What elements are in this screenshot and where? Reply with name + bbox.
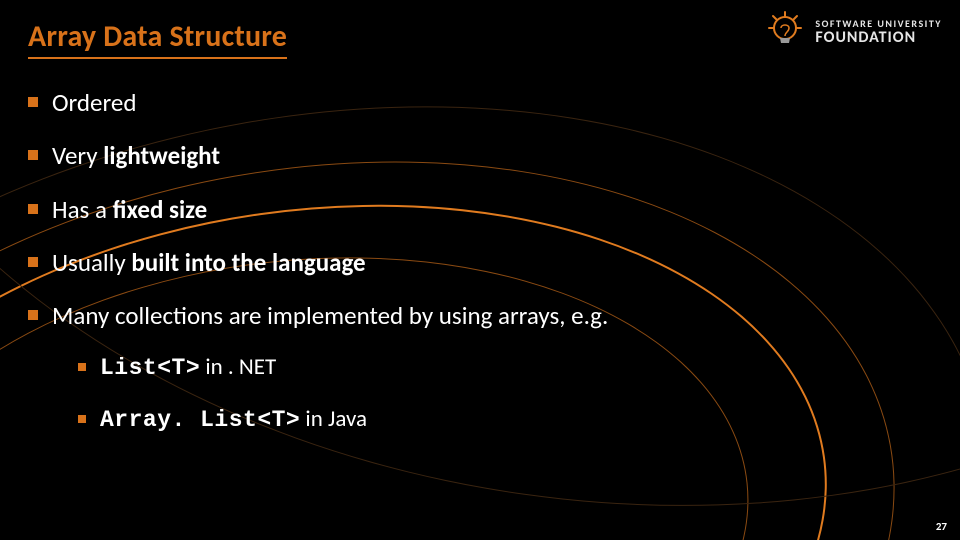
lightbulb-icon [763,10,807,54]
sub-bullet-item: Array. List<T> in Java [52,405,932,435]
code-run: List<T> [100,355,200,381]
page-number: 27 [933,519,950,534]
text-run: in . NET [200,353,276,381]
bold-run: lightweight [103,140,220,171]
text-run: Ordered [52,87,136,118]
bold-run: fixed size [113,194,208,225]
logo-line2: FOUNDATION [815,30,942,46]
bullet-item: Very lightweight [28,140,932,171]
bullet-list: Ordered Very lightweight Has a fixed size U… [28,87,932,435]
text-run: Very [52,140,103,171]
bold-run: built into the language [131,247,365,278]
sub-bullet-item: List<T> in . NET [52,353,932,383]
bullet-item: Usually built into the language [28,247,932,278]
text-run: in Java [300,405,367,433]
text-run: Usually [52,247,131,278]
logo-line1: SOFTWARE UNIVERSITY [815,19,942,29]
sub-bullet-list: List<T> in . NET Array. List<T> in Java [52,353,932,435]
brand-logo: SOFTWARE UNIVERSITY FOUNDATION [763,10,942,54]
bullet-item: Ordered [28,87,932,118]
text-run: Has a [52,194,113,225]
bullet-item: Has a fixed size [28,194,932,225]
text-run: Many collections are implemented by usin… [52,300,608,331]
code-run: Array. List<T> [100,407,300,433]
bullet-item: Many collections are implemented by usin… [28,300,932,435]
slide-title: Array Data Structure [28,18,287,59]
